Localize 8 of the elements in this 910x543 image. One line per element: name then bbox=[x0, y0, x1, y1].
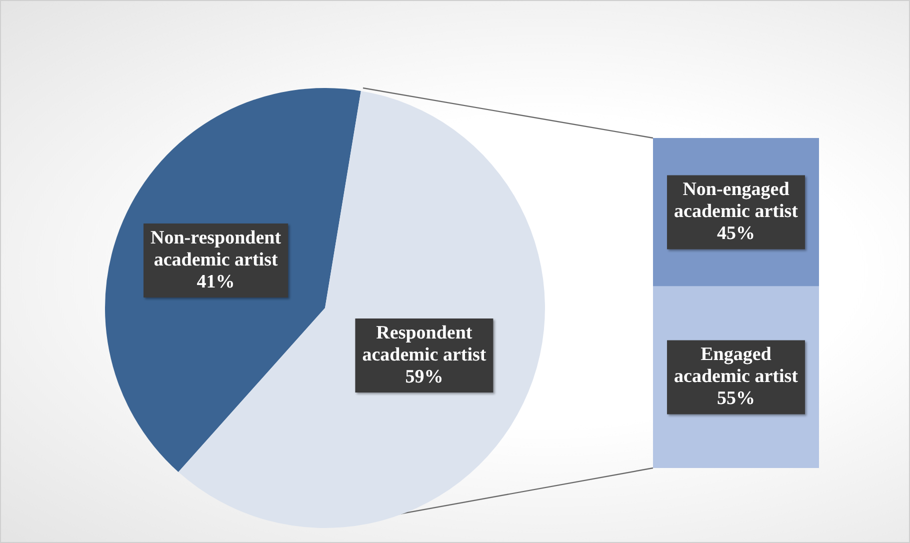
slice-label: Non-respondent academic artist bbox=[150, 227, 282, 270]
series-label: Engaged academic artist bbox=[674, 344, 799, 388]
data-label: 41% bbox=[196, 271, 235, 292]
slice-label: Respondent academic artist bbox=[362, 322, 487, 366]
data-label: 45% bbox=[717, 223, 755, 244]
data-label: 59% bbox=[405, 366, 444, 388]
data-label: 55% bbox=[717, 388, 755, 410]
series-label: Non-engaged academic artist bbox=[674, 179, 799, 222]
